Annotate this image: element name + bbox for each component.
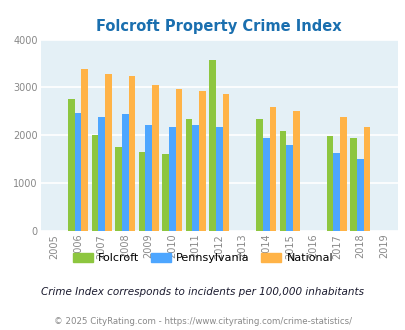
Bar: [356, 159, 362, 231]
Bar: [279, 130, 286, 231]
Bar: [286, 145, 292, 231]
Bar: [339, 116, 346, 231]
Bar: [185, 118, 192, 231]
Bar: [92, 135, 98, 231]
Bar: [98, 116, 105, 231]
Title: Folcroft Property Crime Index: Folcroft Property Crime Index: [96, 19, 341, 34]
Bar: [145, 125, 151, 231]
Bar: [162, 154, 168, 231]
Bar: [350, 138, 356, 231]
Bar: [105, 74, 111, 231]
Bar: [326, 136, 333, 231]
Bar: [262, 138, 269, 231]
Bar: [256, 118, 262, 231]
Bar: [75, 113, 81, 231]
Bar: [168, 127, 175, 231]
Bar: [362, 127, 369, 231]
Bar: [215, 127, 222, 231]
Bar: [68, 99, 75, 231]
Bar: [128, 77, 135, 231]
Text: Crime Index corresponds to incidents per 100,000 inhabitants: Crime Index corresponds to incidents per…: [41, 287, 364, 297]
Bar: [333, 153, 339, 231]
Bar: [192, 125, 198, 231]
Bar: [222, 94, 228, 231]
Bar: [175, 89, 182, 231]
Text: © 2025 CityRating.com - https://www.cityrating.com/crime-statistics/: © 2025 CityRating.com - https://www.city…: [54, 317, 351, 326]
Bar: [292, 111, 299, 231]
Bar: [209, 60, 215, 231]
Legend: Folcroft, Pennsylvania, National: Folcroft, Pennsylvania, National: [68, 248, 337, 268]
Bar: [151, 84, 158, 231]
Bar: [269, 107, 275, 231]
Bar: [81, 69, 88, 231]
Bar: [198, 91, 205, 231]
Bar: [115, 147, 122, 231]
Bar: [139, 152, 145, 231]
Bar: [122, 114, 128, 231]
